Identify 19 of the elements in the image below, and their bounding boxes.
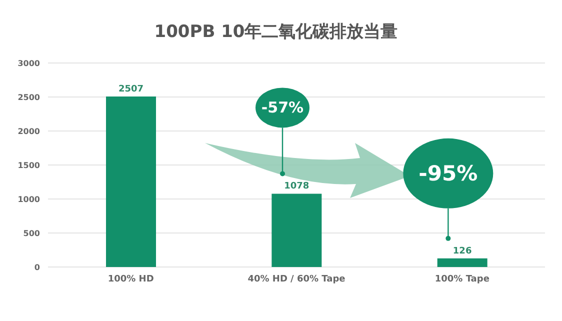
data-label: 2507 bbox=[118, 84, 144, 95]
y-tick-label: 1000 bbox=[18, 194, 40, 204]
bar bbox=[272, 194, 322, 267]
bar bbox=[106, 96, 156, 267]
annotation: -57% bbox=[261, 98, 304, 117]
data-label: 126 bbox=[452, 246, 472, 256]
y-tick-label: 2500 bbox=[18, 92, 40, 102]
y-tick-label: 500 bbox=[23, 228, 40, 238]
y-tick-label: 1500 bbox=[18, 160, 40, 170]
y-tick-label: 2000 bbox=[18, 126, 40, 136]
y-tick-label: 3000 bbox=[18, 58, 40, 68]
x-tick-label: 100% HD bbox=[108, 274, 154, 284]
y-tick-label: 0 bbox=[34, 262, 40, 272]
x-tick-label: 100% Tape bbox=[434, 274, 490, 284]
annotation: -95% bbox=[418, 161, 478, 186]
bar bbox=[437, 258, 488, 267]
chart-title: 100PB 10年二氧化碳排放当量 bbox=[153, 21, 399, 43]
x-tick-label: 40% HD / 60% Tape bbox=[248, 274, 346, 284]
data-label: 1078 bbox=[284, 182, 310, 192]
